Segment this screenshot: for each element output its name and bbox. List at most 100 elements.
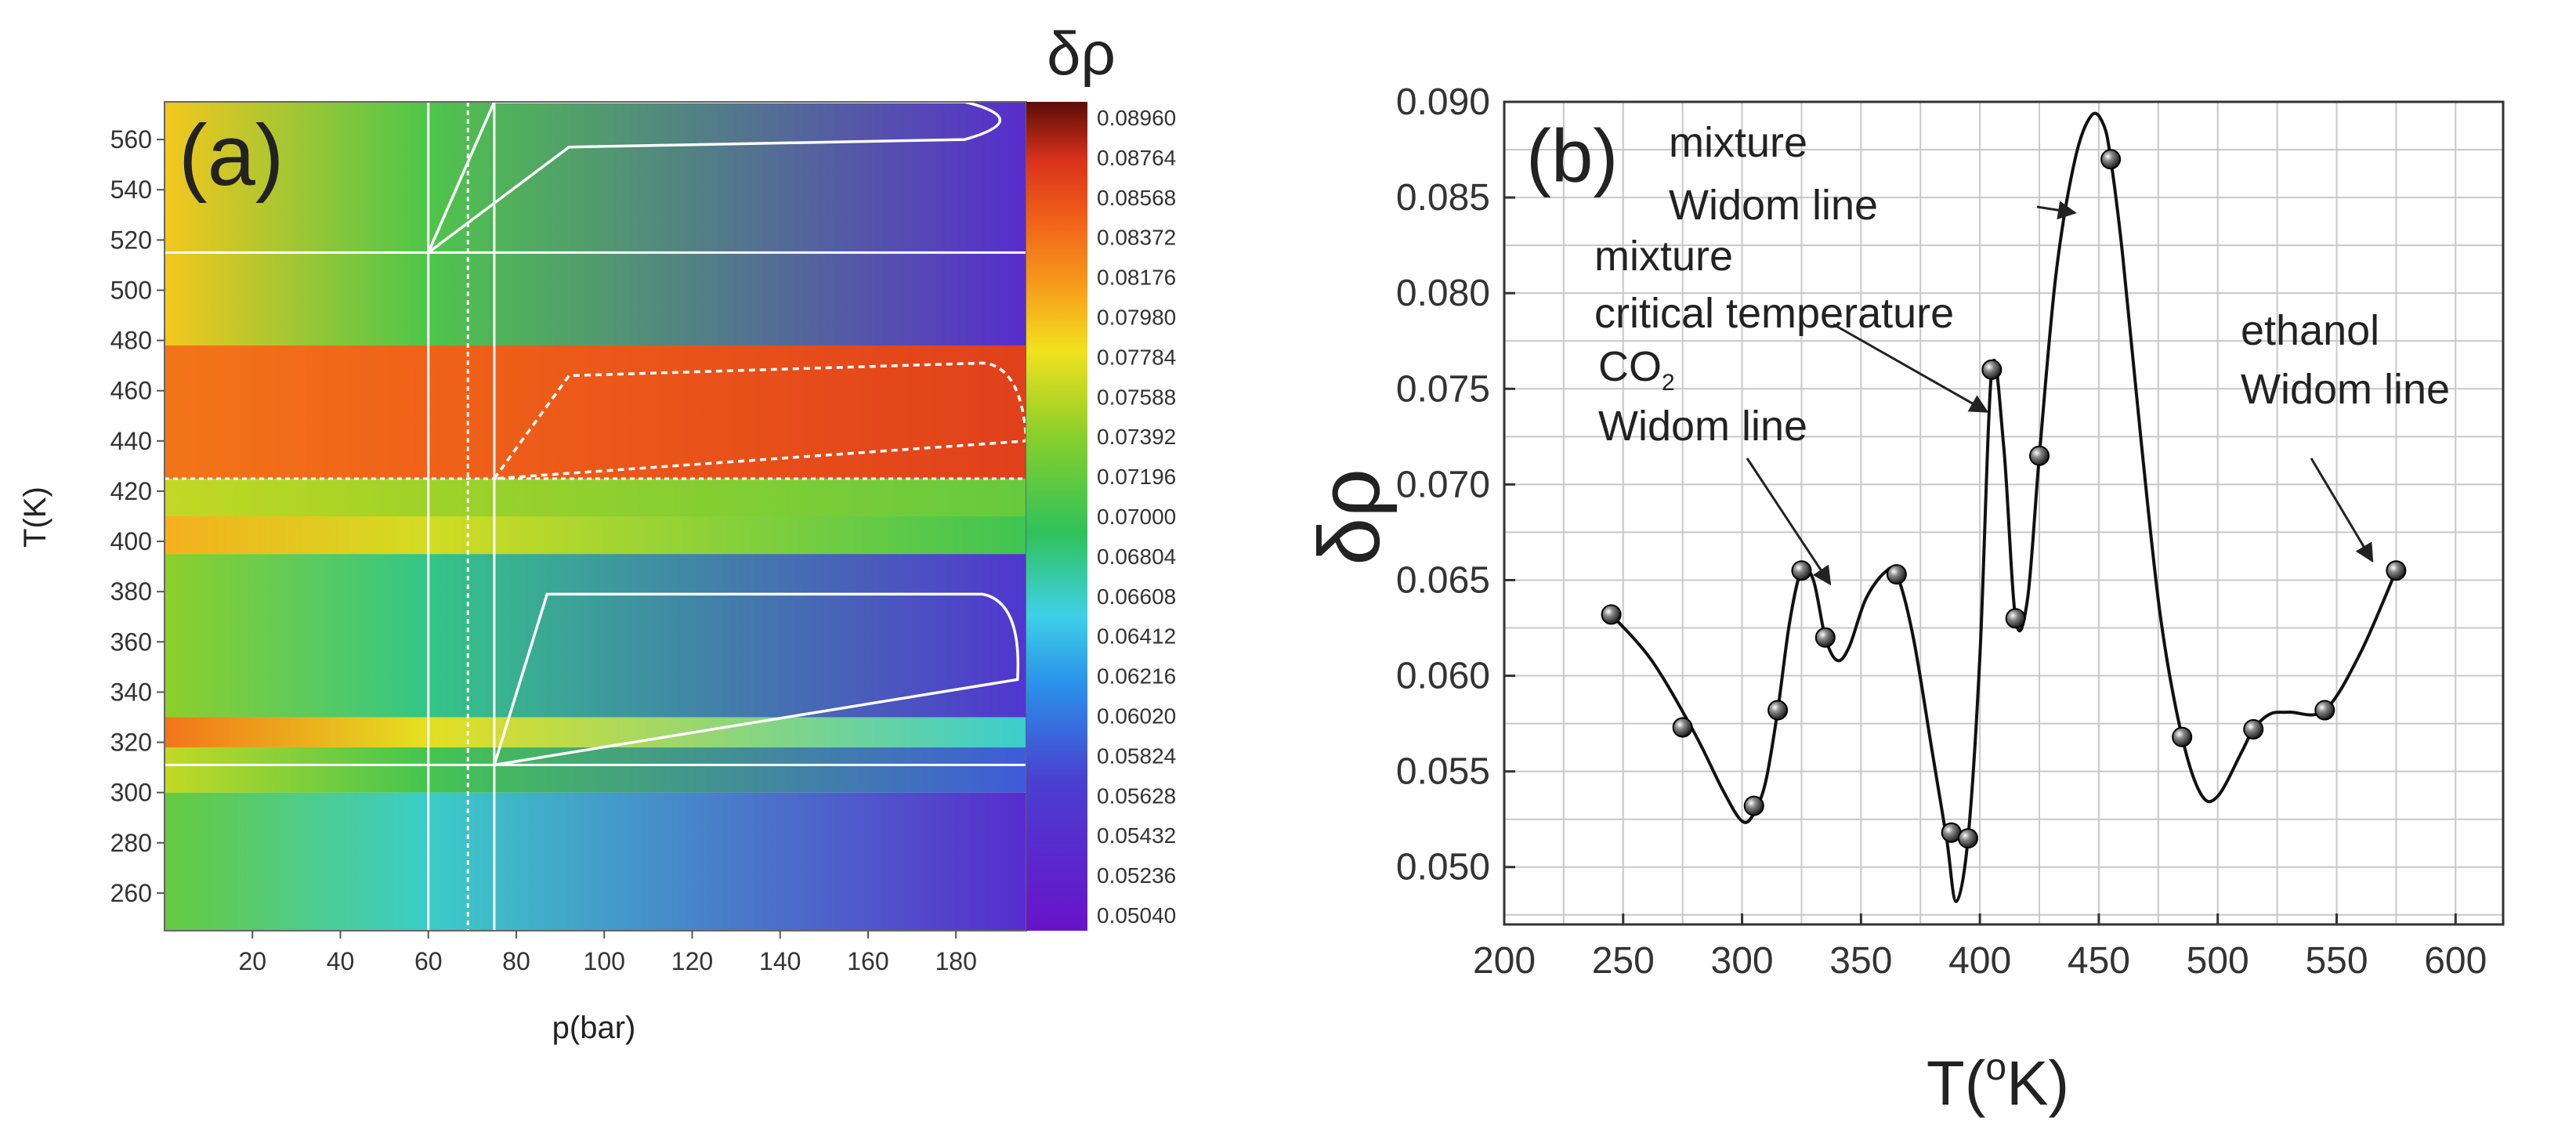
colorbar-tick-label: 0.05040 <box>1097 903 1176 928</box>
x-axis-label-b-sup: o <box>1985 1047 2006 1088</box>
x-tick-label: 100 <box>584 947 625 975</box>
x-tick-label: 300 <box>1711 940 1774 982</box>
annotation-text: mixture <box>1669 119 1807 166</box>
colorbar-tick-label: 0.08372 <box>1097 226 1176 250</box>
data-point <box>1981 359 2003 380</box>
axes-b: 200 250 300 350 400 450 500 550 600 0.050 0.055 0.0… <box>1396 81 2487 982</box>
y-tick-label: 380 <box>110 577 152 606</box>
annotation-arrow <box>2310 458 2374 563</box>
y-tick-label: 0.060 <box>1396 656 1490 697</box>
data-points <box>1601 149 2407 849</box>
colorbar-tick-label: 0.07392 <box>1097 425 1176 449</box>
heatmap-band <box>165 102 1026 345</box>
x-tick-label: 80 <box>502 947 530 975</box>
annotation-arrow <box>1746 458 1832 586</box>
grid-b <box>1503 101 2503 924</box>
colorbar-tick-label: 0.06020 <box>1097 704 1176 729</box>
x-tick-label: 160 <box>847 947 888 975</box>
colorbar: δρ 0.08960 0.08764 0.08568 0.08372 0.08176 0.… <box>1026 19 1176 931</box>
data-point <box>1672 717 1693 738</box>
colorbar-title: δρ <box>1047 19 1116 88</box>
y-tick-label: 500 <box>110 276 152 304</box>
plot-b-background <box>1504 102 2503 924</box>
y-tick-label: 360 <box>110 628 152 656</box>
reference-lines <box>165 102 1026 931</box>
heatmap-band <box>165 345 1026 479</box>
phase-boundary-contour <box>493 592 1020 767</box>
y-axis-label-a: T(K) <box>18 487 52 548</box>
y-tick-label: 480 <box>110 327 152 355</box>
y-axis-label-b: δρ <box>1301 468 1398 566</box>
colorbar-tick-label: 0.05432 <box>1097 823 1176 848</box>
x-tick-label: 350 <box>1829 940 1892 982</box>
annotation-text: Widom line <box>1598 403 1807 450</box>
y-tick-label: 280 <box>110 829 152 857</box>
y-tick-label: 440 <box>110 427 152 455</box>
axes-a: 20 40 60 80 100 120 140 160 180 260 280 300 320 340 36… <box>110 125 977 975</box>
colorbar-tick-label: 0.06804 <box>1097 544 1176 569</box>
panel-b-label: (b) <box>1526 114 1618 198</box>
data-point <box>1886 564 1907 585</box>
heatmap-band <box>165 554 1026 718</box>
data-point <box>1743 795 1764 816</box>
colorbar-tick-label: 0.08960 <box>1097 106 1176 130</box>
data-point <box>1601 604 1622 625</box>
data-point <box>2172 726 2193 747</box>
data-point <box>2005 608 2026 629</box>
heatmap-band <box>165 792 1026 931</box>
colorbar-tick-label: 0.07784 <box>1097 345 1176 369</box>
colorbar-gradient <box>1026 102 1087 931</box>
data-point <box>1814 627 1836 648</box>
x-tick-label: 140 <box>759 947 801 975</box>
y-tick-label: 0.085 <box>1396 177 1490 219</box>
x-tick-label: 20 <box>238 947 266 975</box>
data-point <box>2386 560 2407 581</box>
data-point <box>1767 700 1789 721</box>
colorbar-tick-label: 0.06216 <box>1097 664 1176 689</box>
y-tick-label: 540 <box>110 175 152 204</box>
heatmap-band <box>165 516 1026 555</box>
x-axis-label-a: p(bar) <box>552 1011 636 1045</box>
y-tick-label: 260 <box>110 879 152 907</box>
panel-a: (a) 20 40 60 80 100 120 140 160 180 260 280 300 320 3… <box>18 19 1176 1045</box>
y-tick-label: 0.090 <box>1396 81 1490 123</box>
x-tick-label: 60 <box>414 947 443 975</box>
x-axis-label-b: T(oK) <box>1927 1047 2069 1118</box>
annotation-text: Widom line <box>1669 182 1878 229</box>
data-point <box>1791 560 1812 581</box>
x-axis-label-b-main: T( <box>1927 1048 1986 1118</box>
annotation-subscript: 2 <box>1662 370 1675 396</box>
x-tick-label: 500 <box>2187 940 2249 982</box>
colorbar-tick-label: 0.08764 <box>1097 146 1176 170</box>
x-axis-label-b-end: K) <box>2006 1048 2069 1118</box>
x-tick-label: 250 <box>1592 940 1655 982</box>
y-tick-label: 300 <box>110 779 152 807</box>
x-tick-label: 400 <box>1948 940 2011 982</box>
colorbar-tick-label: 0.05236 <box>1097 863 1176 888</box>
y-tick-label: 320 <box>110 729 152 757</box>
colorbar-tick-label: 0.06412 <box>1097 624 1176 649</box>
y-tick-label: 0.070 <box>1396 464 1490 505</box>
x-tick-label: 180 <box>935 947 977 975</box>
heatmap-band <box>165 478 1026 516</box>
colorbar-tick-label: 0.08568 <box>1097 186 1176 210</box>
colorbar-tick-label: 0.07588 <box>1097 385 1176 409</box>
annotation-text: critical temperature <box>1594 290 1954 337</box>
y-tick-label: 560 <box>110 125 152 154</box>
colorbar-tick-label: 0.05824 <box>1097 743 1176 768</box>
y-tick-label: 340 <box>110 678 152 706</box>
y-tick-label: 520 <box>110 226 152 254</box>
x-tick-label: 450 <box>2068 940 2130 982</box>
data-point <box>1957 828 1978 849</box>
y-tick-label: 0.080 <box>1396 273 1490 314</box>
colorbar-ticks: 0.08960 0.08764 0.08568 0.08372 0.08176 0.079… <box>1097 106 1176 928</box>
x-tick-label: 120 <box>671 947 713 975</box>
annotation-text: Widom line <box>2241 366 2450 413</box>
phase-boundary-contour <box>493 361 1026 480</box>
colorbar-tick-label: 0.08176 <box>1097 266 1176 290</box>
colorbar-tick-label: 0.07000 <box>1097 505 1176 529</box>
panel-b: 200 250 300 350 400 450 500 550 600 0.050 0.055 0.0… <box>1301 81 2505 1118</box>
y-tick-label: 460 <box>110 377 152 405</box>
y-tick-label: 400 <box>110 527 152 555</box>
